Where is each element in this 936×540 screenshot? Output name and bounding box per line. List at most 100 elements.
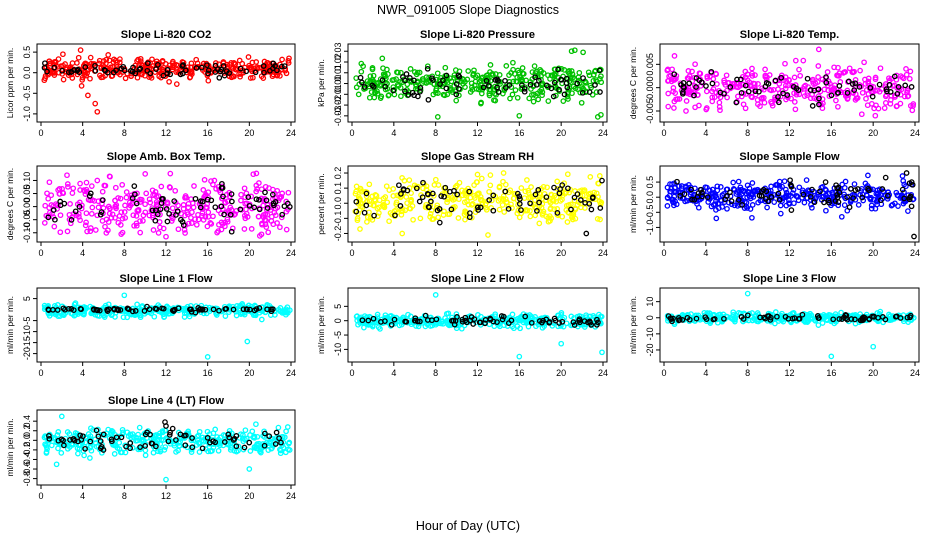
- data-point: [683, 108, 689, 114]
- y-axis-label: degrees C per min.: [628, 47, 638, 119]
- data-point: [487, 62, 494, 68]
- data-point: [83, 219, 89, 226]
- data-point: [398, 69, 404, 76]
- data-point: [710, 86, 717, 92]
- data-point: [162, 61, 169, 67]
- y-tick-label: -20: [645, 343, 655, 356]
- data-point: [665, 103, 672, 110]
- x-tick-label: 8: [122, 248, 127, 258]
- data-point: [444, 74, 450, 81]
- data-point: [909, 107, 916, 114]
- data-point: [247, 432, 253, 438]
- data-point: [905, 208, 911, 214]
- data-point: [57, 229, 64, 236]
- data-point: [724, 94, 730, 101]
- y-tick-label: 0.2: [333, 167, 343, 180]
- data-point: [751, 80, 758, 87]
- data-point: [112, 184, 119, 191]
- data-point: [671, 71, 678, 78]
- data-point: [453, 81, 460, 87]
- data-point: [144, 60, 151, 67]
- scatter-points: [664, 290, 917, 360]
- data-point: [536, 220, 543, 227]
- data-point: [186, 74, 193, 81]
- y-tick-label: -0.03: [333, 106, 343, 127]
- panel-title: Slope Line 3 Flow: [743, 273, 836, 285]
- data-point: [262, 189, 268, 196]
- data-point: [395, 69, 401, 76]
- data-point: [904, 87, 911, 94]
- data-point: [881, 105, 888, 111]
- panel-title: Slope Amb. Box Temp.: [107, 151, 226, 163]
- data-point: [442, 64, 449, 71]
- data-point: [875, 105, 882, 112]
- data-point: [857, 67, 863, 74]
- data-point: [366, 94, 373, 101]
- data-point: [105, 52, 112, 58]
- data-point: [816, 101, 822, 108]
- data-point: [867, 84, 874, 91]
- data-point: [116, 439, 123, 446]
- data-point: [815, 322, 822, 328]
- data-point: [703, 83, 709, 89]
- x-tick-label: 4: [703, 128, 708, 138]
- data-point: [260, 202, 267, 209]
- data-point: [902, 82, 909, 89]
- data-point: [440, 77, 446, 84]
- plot-frame: [659, 287, 920, 363]
- data-point: [83, 179, 90, 186]
- data-point: [204, 223, 211, 230]
- data-point: [579, 89, 586, 96]
- data-point: [695, 204, 702, 211]
- data-point: [784, 92, 791, 98]
- data-point: [865, 172, 871, 179]
- data-point: [85, 92, 91, 99]
- x-tick-label: 20: [868, 368, 878, 378]
- data-point: [142, 452, 149, 459]
- data-point: [717, 107, 723, 114]
- data-point: [744, 77, 751, 84]
- data-point: [686, 89, 693, 95]
- data-point: [123, 194, 130, 201]
- data-point: [246, 466, 253, 472]
- data-point: [585, 69, 592, 76]
- data-point: [833, 97, 839, 104]
- data-point: [571, 47, 578, 54]
- data-point: [586, 72, 593, 79]
- data-point: [693, 75, 700, 81]
- y-tick-label: 0.000: [645, 76, 655, 99]
- panel-title: Slope Gas Stream RH: [421, 151, 534, 163]
- data-point: [882, 174, 889, 181]
- data-point: [87, 75, 93, 82]
- y-tick-label: 0.05: [22, 185, 32, 203]
- x-tick-label: 20: [244, 128, 254, 138]
- data-point: [521, 88, 528, 95]
- data-point: [406, 177, 413, 183]
- data-point: [790, 83, 797, 90]
- data-point: [754, 97, 761, 103]
- data-point: [136, 424, 143, 431]
- data-point: [77, 47, 84, 53]
- data-point: [253, 421, 259, 428]
- scatter-points: [664, 170, 917, 240]
- data-point: [474, 171, 481, 178]
- panel-3: Slope Li-820 Temp.0 4 8 12 16 20 24-0.0050.000…: [628, 29, 920, 138]
- data-point: [735, 178, 742, 185]
- data-point: [134, 74, 141, 81]
- data-point: [777, 202, 784, 209]
- data-point: [532, 74, 538, 81]
- data-point: [844, 90, 851, 96]
- data-point: [479, 74, 486, 81]
- data-point: [556, 86, 562, 93]
- data-point: [502, 77, 508, 84]
- data-point: [523, 77, 529, 84]
- data-point: [580, 86, 587, 93]
- data-point: [863, 95, 869, 102]
- data-point: [852, 80, 859, 87]
- data-point: [769, 102, 776, 109]
- data-point: [277, 73, 283, 79]
- data-point: [692, 104, 698, 111]
- data-point: [57, 212, 64, 219]
- data-point: [221, 72, 228, 79]
- data-point: [594, 114, 601, 120]
